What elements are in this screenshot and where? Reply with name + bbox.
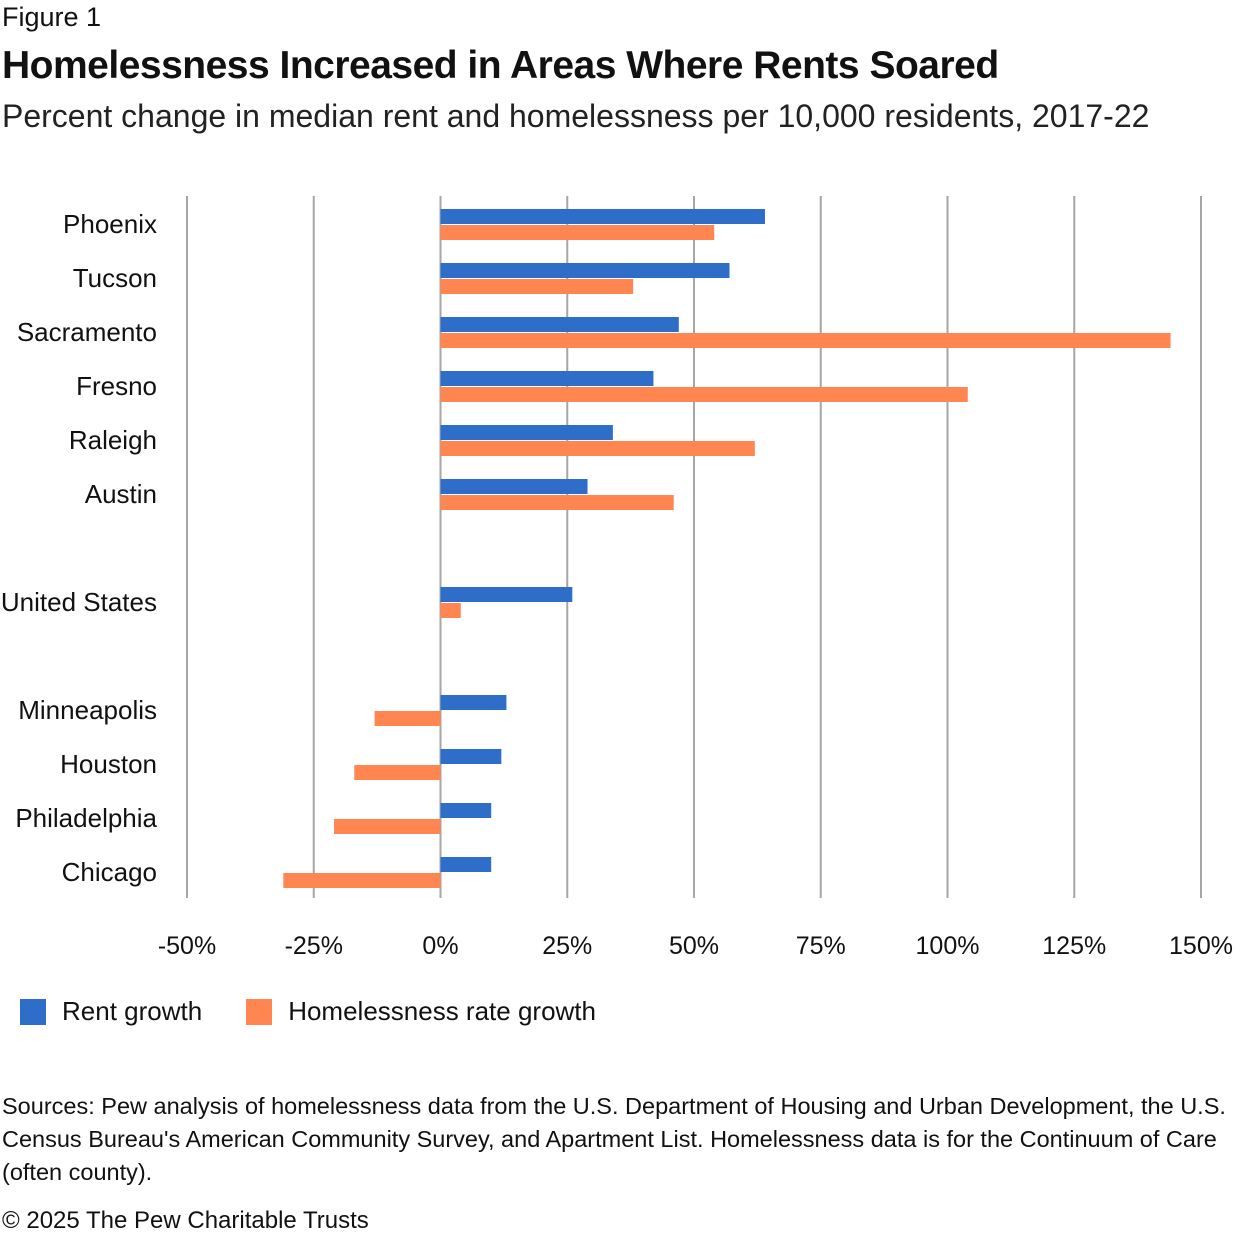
legend-label-rent: Rent growth: [62, 996, 203, 1026]
category-label: Tucson: [73, 263, 157, 293]
bar-rent-growth: [440, 209, 765, 224]
bar-rent-growth: [440, 857, 492, 872]
bar-rent-growth: [440, 803, 492, 818]
legend-item-homelessness: Homelessness rate growth: [246, 996, 596, 1027]
bar-homelessness-growth: [440, 225, 715, 240]
source-note: Sources: Pew analysis of homelessness da…: [2, 1093, 1226, 1185]
bar-homelessness-growth: [334, 819, 441, 834]
x-tick-label: -25%: [285, 932, 343, 960]
bar-homelessness-growth: [440, 279, 634, 294]
category-label: Chicago: [62, 857, 157, 887]
category-label: Houston: [60, 749, 157, 779]
legend-item-rent: Rent growth: [20, 996, 202, 1027]
chart-title: Homelessness Increased in Areas Where Re…: [2, 44, 999, 87]
x-tick-label: 150%: [1169, 932, 1233, 960]
bar-rent-growth: [440, 749, 502, 764]
legend-swatch-homelessness: [246, 998, 273, 1025]
category-label: Austin: [85, 479, 157, 509]
chart-legend: Rent growth Homelessness rate growth: [20, 996, 640, 1027]
category-label: Phoenix: [63, 209, 157, 239]
x-tick-label: 125%: [1042, 932, 1106, 960]
x-tick-label: 0%: [422, 932, 458, 960]
bar-homelessness-growth: [354, 765, 441, 780]
bar-homelessness-growth: [440, 333, 1171, 348]
bar-rent-growth: [440, 371, 654, 386]
legend-swatch-rent: [20, 998, 46, 1025]
x-tick-label: 100%: [916, 932, 980, 960]
x-tick-label: -50%: [158, 932, 216, 960]
bar-rent-growth: [440, 587, 573, 602]
legend-label-homelessness: Homelessness rate growth: [288, 996, 596, 1026]
bar-homelessness-growth: [440, 441, 755, 456]
bar-homelessness-growth: [440, 495, 674, 510]
category-label: Minneapolis: [18, 695, 157, 725]
x-tick-label: 50%: [669, 932, 719, 960]
bar-homelessness-growth: [283, 873, 441, 888]
bar-homelessness-growth: [440, 387, 968, 402]
category-label: Fresno: [76, 371, 157, 401]
x-tick-label: 75%: [796, 932, 846, 960]
bar-rent-growth: [440, 317, 679, 332]
chart-subtitle: Percent change in median rent and homele…: [2, 98, 1150, 134]
category-label: Philadelphia: [15, 803, 157, 833]
bar-homelessness-growth: [374, 711, 441, 726]
x-tick-label: 25%: [542, 932, 592, 960]
category-label: United States: [1, 587, 157, 617]
bar-chart: -50% -25% 0% 25% 50% 75% 100% 125% 150% Phoenix Tu…: [1, 196, 1233, 960]
copyright-note: © 2025 The Pew Charitable Trusts: [2, 1207, 369, 1234]
bar-homelessness-growth: [440, 603, 461, 618]
figure-label: Figure 1: [2, 2, 102, 32]
category-label: Sacramento: [17, 317, 157, 347]
bar-rent-growth: [440, 479, 588, 494]
bar-rent-growth: [440, 425, 613, 440]
bar-rent-growth: [440, 695, 507, 710]
bar-rent-growth: [440, 263, 730, 278]
category-label: Raleigh: [69, 425, 157, 455]
